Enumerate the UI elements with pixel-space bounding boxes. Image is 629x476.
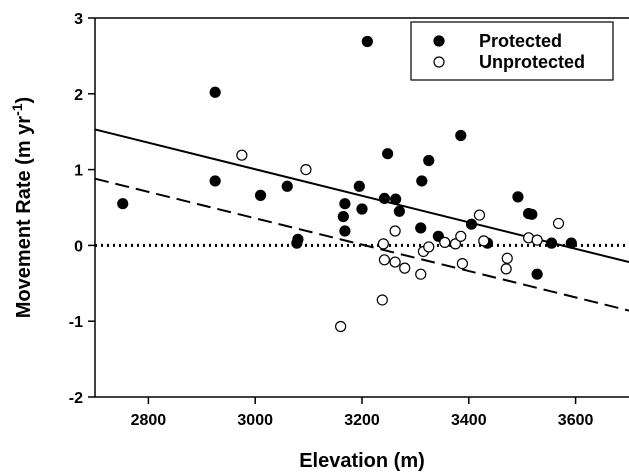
data-point-unprotected: [378, 254, 391, 266]
x-tick-label: 3000: [237, 412, 273, 429]
data-point-protected: [512, 191, 524, 203]
data-point-protected: [361, 35, 373, 48]
y-tick-label: 0: [74, 238, 83, 255]
legend-label-protected: Protected: [479, 31, 562, 51]
data-point-protected: [390, 193, 402, 205]
data-point-protected: [526, 208, 538, 220]
data-point-unprotected: [455, 230, 467, 242]
data-point-unprotected: [389, 256, 401, 268]
y-axis-title-end: ): [13, 97, 35, 104]
plot-area: [94, 35, 629, 333]
data-point-protected: [378, 192, 391, 205]
data-point-protected: [117, 198, 129, 210]
data-point-protected: [423, 154, 435, 167]
data-point-unprotected: [399, 262, 411, 274]
data-point-unprotected: [300, 164, 312, 176]
data-point-unprotected: [501, 252, 513, 264]
data-point-unprotected: [531, 234, 543, 246]
data-point-protected: [545, 237, 558, 249]
data-point-protected: [382, 148, 394, 160]
data-point-unprotected: [552, 217, 565, 230]
data-point-protected: [281, 180, 293, 192]
legend-marker-protected: [433, 35, 445, 47]
y-tick-label: 1: [74, 163, 83, 180]
data-point-unprotected: [377, 238, 389, 250]
data-point-unprotected: [478, 235, 490, 247]
legend-label-unprotected: Unprotected: [479, 52, 585, 72]
trendline-unprotected: [94, 177, 629, 312]
data-point-protected: [465, 218, 478, 230]
data-point-unprotected: [389, 225, 401, 237]
legend-marker-unprotected: [433, 56, 445, 68]
y-axis-title-main: Movement Rate (m yr: [13, 116, 35, 318]
data-point-protected: [455, 129, 467, 142]
data-point-unprotected: [335, 320, 347, 333]
data-point-unprotected: [376, 294, 388, 306]
y-axis-title: Movement Rate (m yr-1): [9, 97, 35, 318]
data-point-protected: [393, 205, 405, 217]
data-point-unprotected: [449, 238, 462, 250]
y-tick-label: 2: [74, 87, 83, 104]
x-tick-label: 3400: [451, 412, 487, 429]
x-tick-label: 3600: [558, 412, 594, 429]
y-tick-label: 3: [74, 11, 83, 28]
x-axis-title: Elevation (m): [299, 450, 425, 472]
data-point-protected: [531, 268, 543, 280]
data-point-unprotected: [473, 209, 486, 221]
data-point-unprotected: [456, 257, 468, 270]
legend-box: [410, 21, 614, 81]
data-point-protected: [209, 86, 221, 98]
data-point-protected: [339, 198, 351, 210]
y-tick-label: -2: [69, 390, 83, 407]
data-point-unprotected: [500, 263, 512, 275]
y-axis-title-superscript: -1: [9, 103, 25, 116]
data-point-protected: [254, 189, 267, 201]
data-point-unprotected: [415, 268, 427, 280]
data-point-protected: [415, 222, 427, 234]
data-point-protected: [565, 237, 577, 249]
data-point-unprotected: [236, 149, 248, 161]
data-point-protected: [292, 233, 304, 245]
data-point-unprotected: [423, 241, 435, 253]
data-point-protected: [416, 175, 428, 187]
x-tick-label: 3200: [344, 412, 380, 429]
data-point-protected: [337, 210, 349, 223]
axes: -2 -1 0 1 2 3 2800 3000 3200 3400 3600: [69, 11, 629, 429]
data-point-protected: [356, 203, 368, 215]
y-tick-label: -1: [69, 314, 83, 331]
data-point-protected: [353, 180, 365, 192]
x-tick-label: 2800: [131, 412, 167, 429]
data-point-unprotected: [439, 236, 451, 248]
data-point-protected: [209, 175, 221, 187]
data-point-protected: [339, 225, 351, 237]
